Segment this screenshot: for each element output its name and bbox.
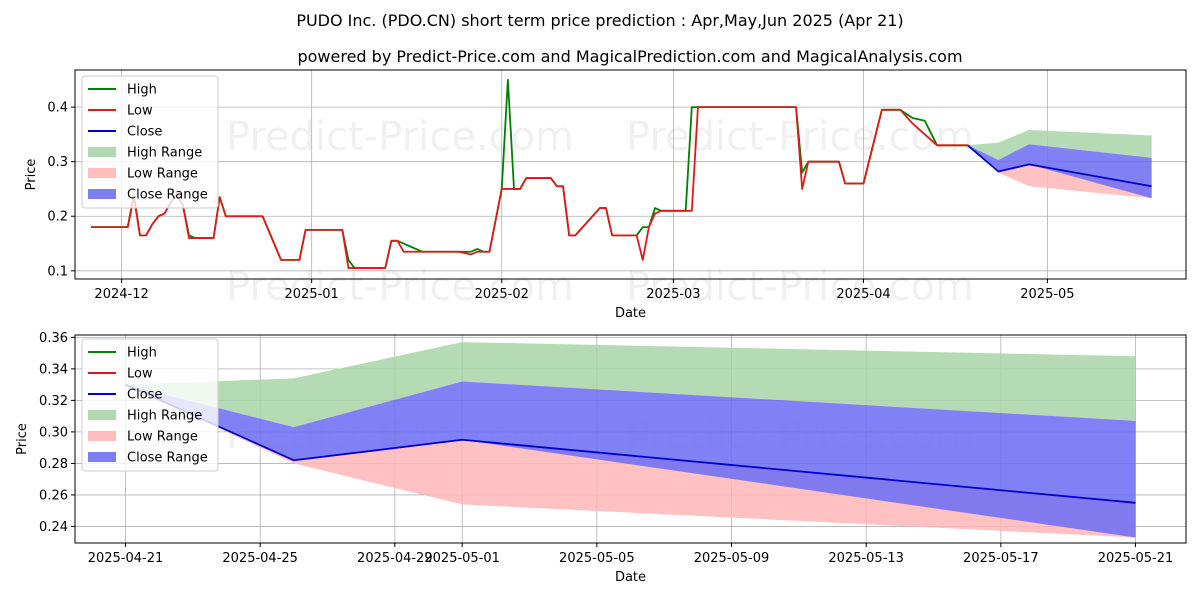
legend-swatch-close-range [88,189,116,199]
y-tick-label: 0.34 [39,362,68,377]
x-tick-label: 2025-05-13 [828,551,904,566]
series-group [125,342,1136,538]
legend-swatch-high-range [88,410,116,420]
axes-frame [74,69,1187,280]
x-tick-label: 2025-01 [285,287,339,302]
top-panel-plot: Predict-Price.com Predict-Price.com Predic… [24,69,1187,321]
y-tick-label: 0.28 [39,457,68,472]
x-tick-label: 2025-04-29 [357,551,433,566]
chart-subtitle: powered by Predict-Price.com and Magical… [297,47,962,66]
low-series-line [90,106,968,269]
high-range-band [125,342,1136,428]
y-axis-label: Price [15,423,30,455]
axes-frame [74,334,1187,544]
legend-label-low-range: Low Range [127,430,198,445]
y-axis-label: Price [24,159,39,191]
y-tick-label: 0.36 [39,331,68,346]
legend: High Low Close High Range Low Range Close Ran… [81,338,219,472]
close-range-band [125,381,1136,538]
legend-swatch-low-range [88,168,116,178]
x-tick-label: 2025-05-17 [963,551,1039,566]
x-tick-label: 2025-04-25 [222,551,298,566]
legend-label-high: High [127,83,157,98]
close-series-line [967,144,1152,188]
bottom-panel-plot: Predict-Price.comPredict-Price.com2025-0… [15,331,1187,585]
x-axis-label: Date [615,570,646,585]
x-tick-label: 2025-05-21 [1098,551,1174,566]
x-axis-label: Date [615,306,646,321]
legend: High Low Close High Range Low Range Close Ran… [81,75,219,209]
x-tick-label: 2025-02 [475,287,529,302]
tick-labels: 2025-04-21 2025-04-25 2025-04-292025-05-01… [39,331,1173,566]
chart-title: PUDO Inc. (PDO.CN) short term price pred… [296,11,903,30]
y-tick-label: 0.4 [47,101,68,116]
legend-label-close: Close [127,125,162,140]
x-tick-label: 2025-05-09 [694,551,770,566]
legend-swatch-low-range [88,431,116,441]
legend-swatch-high-range [88,147,116,157]
x-tick-label: 2025-05-05 [559,551,635,566]
close-range-band [967,144,1152,199]
watermark-text: Predict-Price.com [626,264,974,310]
watermark-text: Predict-Price.com [226,264,574,310]
y-tick-label: 0.32 [39,394,68,409]
legend-label-high-range: High Range [127,146,202,161]
series-group [90,78,1152,269]
y-tick-label: 0.30 [39,425,68,440]
legend-label-high: High [127,346,157,361]
legend-label-close: Close [127,388,162,403]
y-tick-label: 0.2 [47,210,68,225]
y-tick-label: 0.3 [47,155,68,170]
x-tick-label: 2025-04 [836,287,890,302]
legend-label-close-range: Close Range [127,188,208,203]
y-tick-label: 0.24 [39,520,68,535]
y-tick-label: 0.26 [39,488,68,503]
x-tick-label: 2025-05 [1020,287,1074,302]
x-tick-label: 2024-12 [94,287,148,302]
high-range-band [967,130,1152,161]
legend-label-low: Low [127,367,153,382]
y-tick-label: 0.1 [47,264,68,279]
legend-label-low: Low [127,104,153,119]
x-tick-label: 2025-03 [646,287,700,302]
watermark-group: Predict-Price.com Predict-Price.com Predic… [226,114,974,310]
watermark-text: Predict-Price.com [226,114,574,160]
tick-labels: 2024-12 2025-01 2025-02 2025-03 2025-04 2025-… [47,101,1074,302]
x-tick-label: 2025-04-21 [88,551,164,566]
legend-label-low-range: Low Range [127,167,198,182]
legend-label-high-range: High Range [127,409,202,424]
high-series-line [90,78,968,269]
legend-label-close-range: Close Range [127,451,208,466]
x-tick-label: 2025-05-01 [424,551,500,566]
legend-swatch-close-range [88,452,116,462]
